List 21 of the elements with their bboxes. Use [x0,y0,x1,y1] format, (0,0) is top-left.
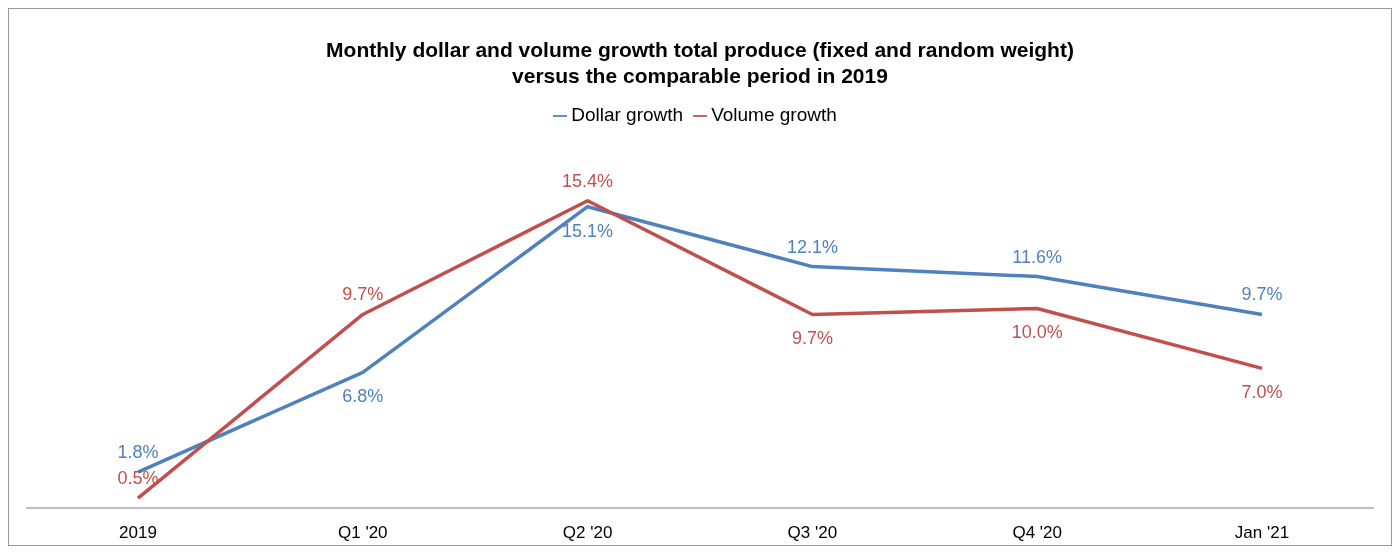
x-tick-label: 2019 [119,523,157,543]
data-label: 6.8% [342,386,384,407]
x-tick-label: Q4 '20 [1012,523,1062,543]
data-label: 1.8% [117,442,159,463]
data-label: 15.1% [562,220,614,241]
data-label: 9.7% [1241,284,1283,305]
x-tick-label: Q1 '20 [338,523,388,543]
data-label: 15.4% [562,170,614,191]
legend-label: Volume growth [711,104,837,125]
x-tick-label: Q3 '20 [787,523,838,543]
x-tick-label: Q2 '20 [562,523,613,543]
data-label: 9.7% [342,284,384,305]
chart-title: Monthly dollar and volume growth total produce (fixed and random weight) versus the comparable period in 2019 [325,37,1075,89]
data-label: 7.0% [1241,382,1283,403]
legend-label: Dollar growth [571,104,684,125]
data-label: 9.7% [791,328,833,349]
data-label: 11.6% [1012,246,1063,267]
x-tick-label: Jan '21 [1234,523,1290,543]
data-label: 10.0% [1011,322,1063,343]
data-label: 0.5% [117,468,159,489]
data-label: 12.1% [786,236,838,257]
